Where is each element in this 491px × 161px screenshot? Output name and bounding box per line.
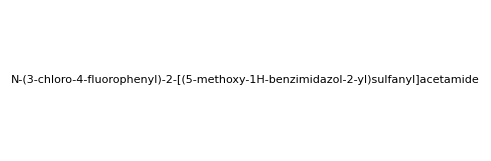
Text: N-(3-chloro-4-fluorophenyl)-2-[(5-methoxy-1H-benzimidazol-2-yl)sulfanyl]acetamid: N-(3-chloro-4-fluorophenyl)-2-[(5-methox… bbox=[11, 76, 480, 85]
